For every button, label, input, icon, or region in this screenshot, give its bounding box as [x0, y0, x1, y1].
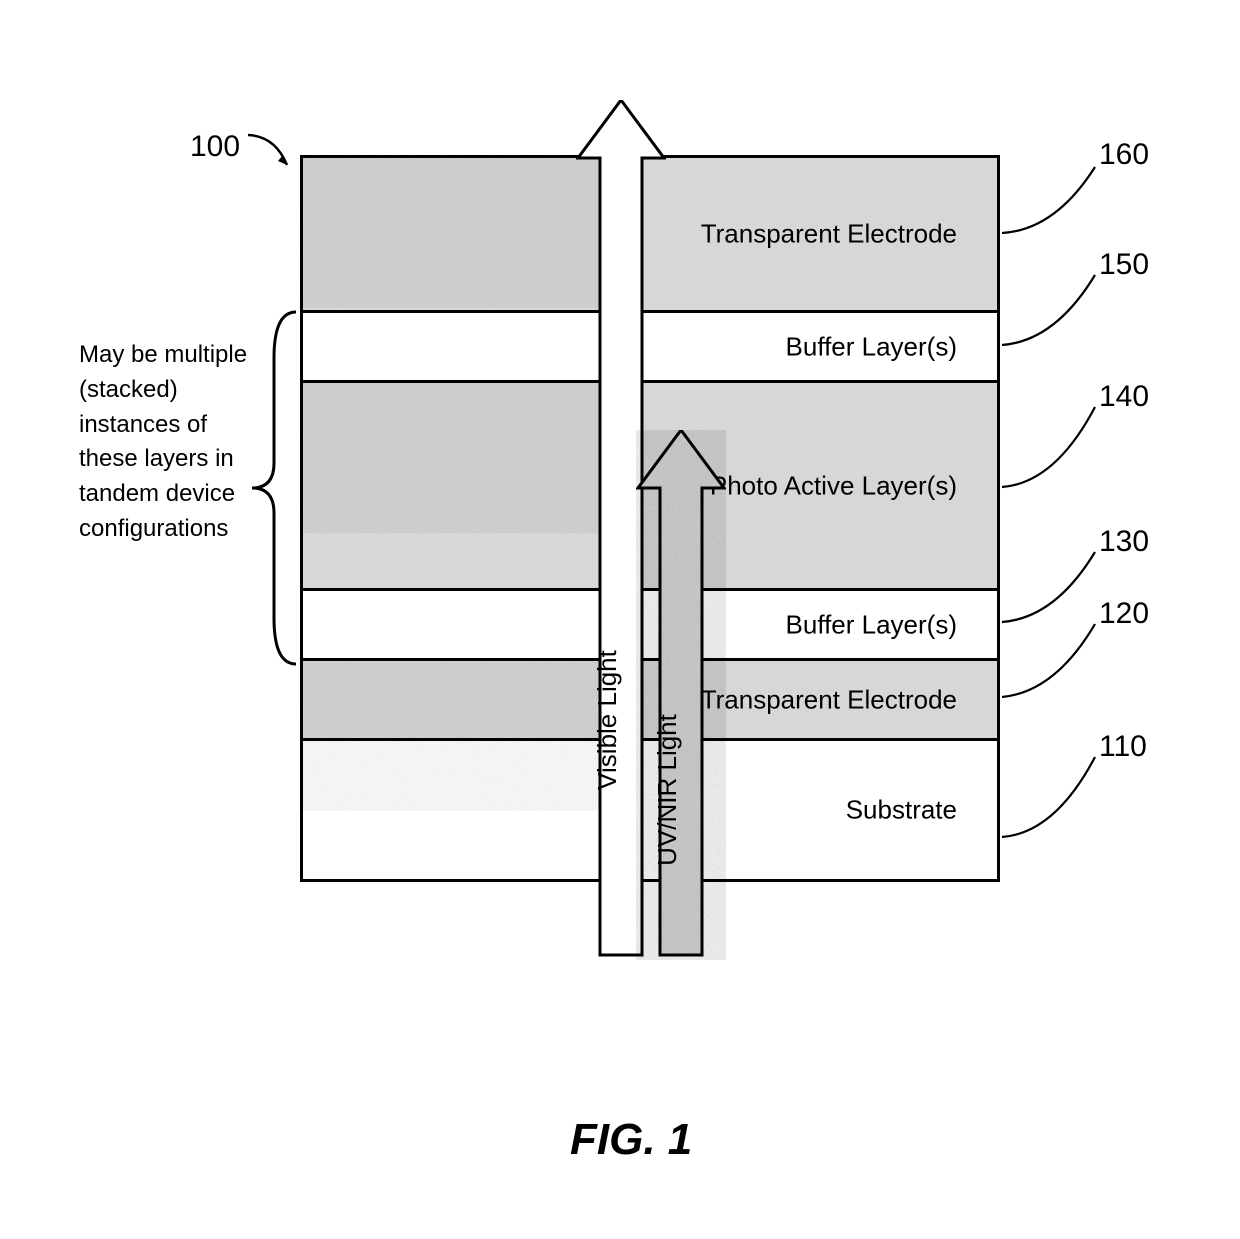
ref-number-150: 150	[1099, 248, 1149, 282]
layer-label: Buffer Layer(s)	[786, 331, 957, 362]
brace-line: tandem device	[79, 477, 249, 512]
layer-label: Photo Active Layer(s)	[710, 470, 957, 501]
uvnir-light-arrow: UV/NIR Light	[636, 430, 726, 960]
layer-label: Transparent Electrode	[701, 219, 957, 250]
curly-brace	[246, 308, 301, 668]
noise-texture	[303, 383, 603, 533]
brace-line: configurations	[79, 512, 249, 547]
figure-caption: FIG. 1	[570, 1115, 692, 1165]
ref-number-110: 110	[1099, 730, 1147, 764]
brace-line: instances of	[79, 408, 249, 443]
visible-light-label: Visible Light	[592, 649, 622, 790]
layer-label: Transparent Electrode	[701, 684, 957, 715]
figure-reference-number: 100	[190, 130, 240, 164]
noise-texture	[303, 158, 603, 308]
brace-annotation: May be multiple (stacked) instances of t…	[79, 338, 249, 547]
ref-number-160: 160	[1099, 138, 1149, 172]
ref-number-120: 120	[1099, 597, 1149, 631]
layer-label: Substrate	[846, 795, 957, 826]
uvnir-light-label: UV/NIR Light	[652, 713, 682, 865]
figure-reference-arrow	[243, 130, 298, 175]
layer-label: Buffer Layer(s)	[786, 609, 957, 640]
ref-number-130: 130	[1099, 525, 1149, 559]
ref-number-140: 140	[1099, 380, 1149, 414]
brace-line: (stacked)	[79, 373, 249, 408]
brace-line: these layers in	[79, 442, 249, 477]
brace-line: May be multiple	[79, 338, 249, 373]
